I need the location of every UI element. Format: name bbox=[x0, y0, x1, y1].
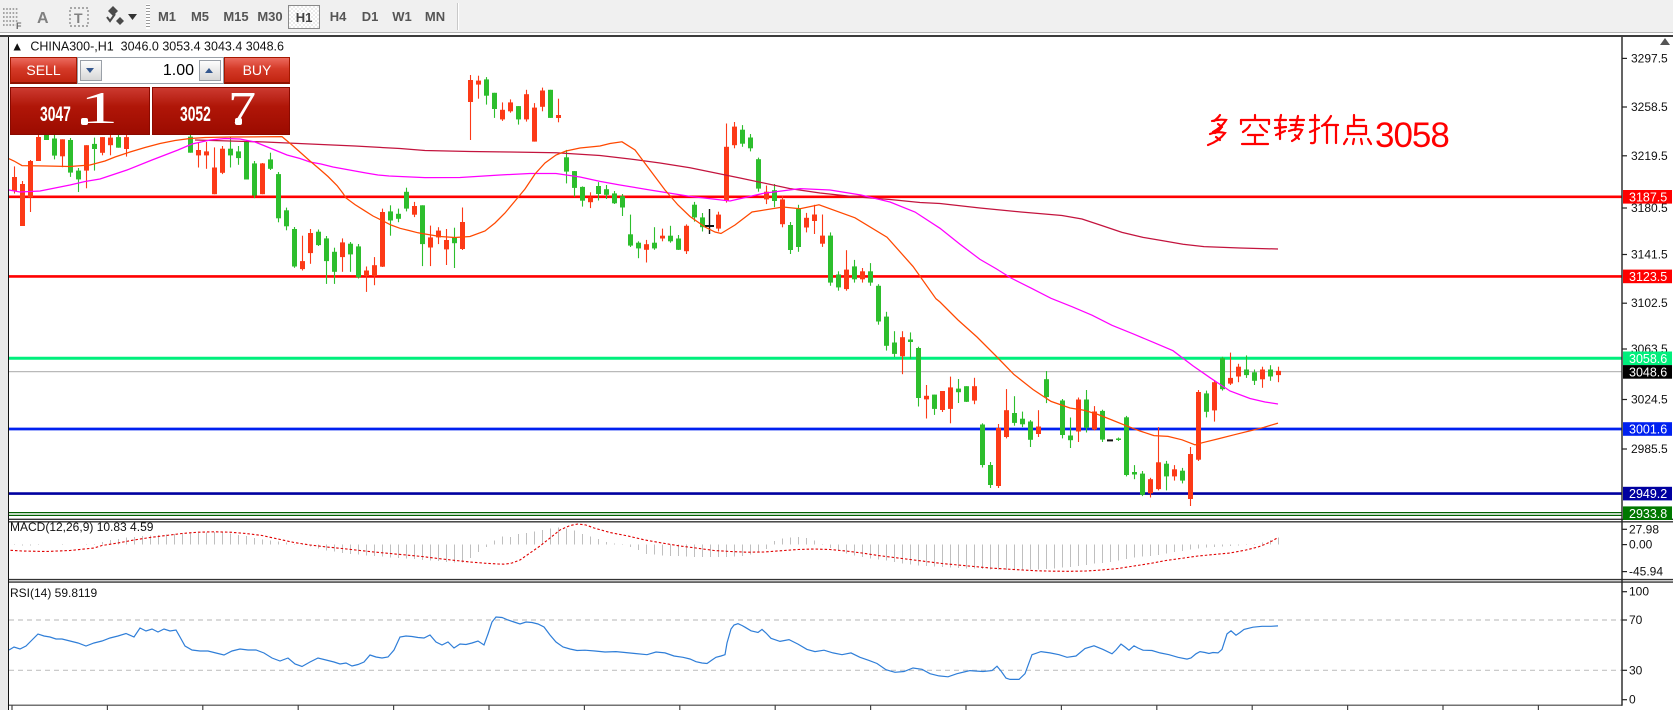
svg-text:3024.5: 3024.5 bbox=[1631, 393, 1668, 407]
svg-text:MACD(12,26,9) 10.83 4.59: MACD(12,26,9) 10.83 4.59 bbox=[10, 520, 154, 534]
svg-text:▲ CHINA300-,H1 3046.0 3053.4: ▲ CHINA300-,H1 3046.0 3053.4 3043.4 3048… bbox=[11, 40, 284, 54]
svg-text:0.00: 0.00 bbox=[1629, 538, 1653, 552]
svg-text:RSI(14) 59.8119: RSI(14) 59.8119 bbox=[10, 586, 97, 600]
svg-text:3058: 3058 bbox=[1375, 116, 1449, 155]
svg-text:27.98: 27.98 bbox=[1629, 522, 1659, 536]
svg-text:3102.5: 3102.5 bbox=[1631, 296, 1668, 310]
svg-text:-45.94: -45.94 bbox=[1629, 565, 1663, 579]
svg-text:3123.5: 3123.5 bbox=[1629, 270, 1667, 284]
svg-text:3001.6: 3001.6 bbox=[1629, 423, 1667, 437]
svg-text:3258.5: 3258.5 bbox=[1631, 100, 1668, 114]
svg-text:A: A bbox=[37, 10, 49, 27]
svg-text:3048.6: 3048.6 bbox=[1629, 366, 1667, 380]
svg-text:T: T bbox=[74, 10, 83, 26]
svg-text:3141.5: 3141.5 bbox=[1631, 248, 1668, 262]
svg-text:3297.5: 3297.5 bbox=[1631, 51, 1668, 65]
svg-text:3187.5: 3187.5 bbox=[1629, 190, 1667, 204]
svg-text:2949.2: 2949.2 bbox=[1629, 487, 1667, 501]
svg-text:100: 100 bbox=[1629, 585, 1649, 599]
svg-text:F: F bbox=[16, 21, 22, 31]
svg-text:0: 0 bbox=[1629, 693, 1636, 707]
svg-text:3219.5: 3219.5 bbox=[1631, 149, 1668, 163]
svg-text:70: 70 bbox=[1629, 613, 1643, 627]
svg-text:2985.5: 2985.5 bbox=[1631, 442, 1668, 456]
svg-text:3058.6: 3058.6 bbox=[1629, 352, 1667, 366]
svg-text:3180.5: 3180.5 bbox=[1631, 201, 1668, 215]
svg-text:2933.8: 2933.8 bbox=[1629, 507, 1667, 521]
svg-text:30: 30 bbox=[1629, 663, 1643, 677]
